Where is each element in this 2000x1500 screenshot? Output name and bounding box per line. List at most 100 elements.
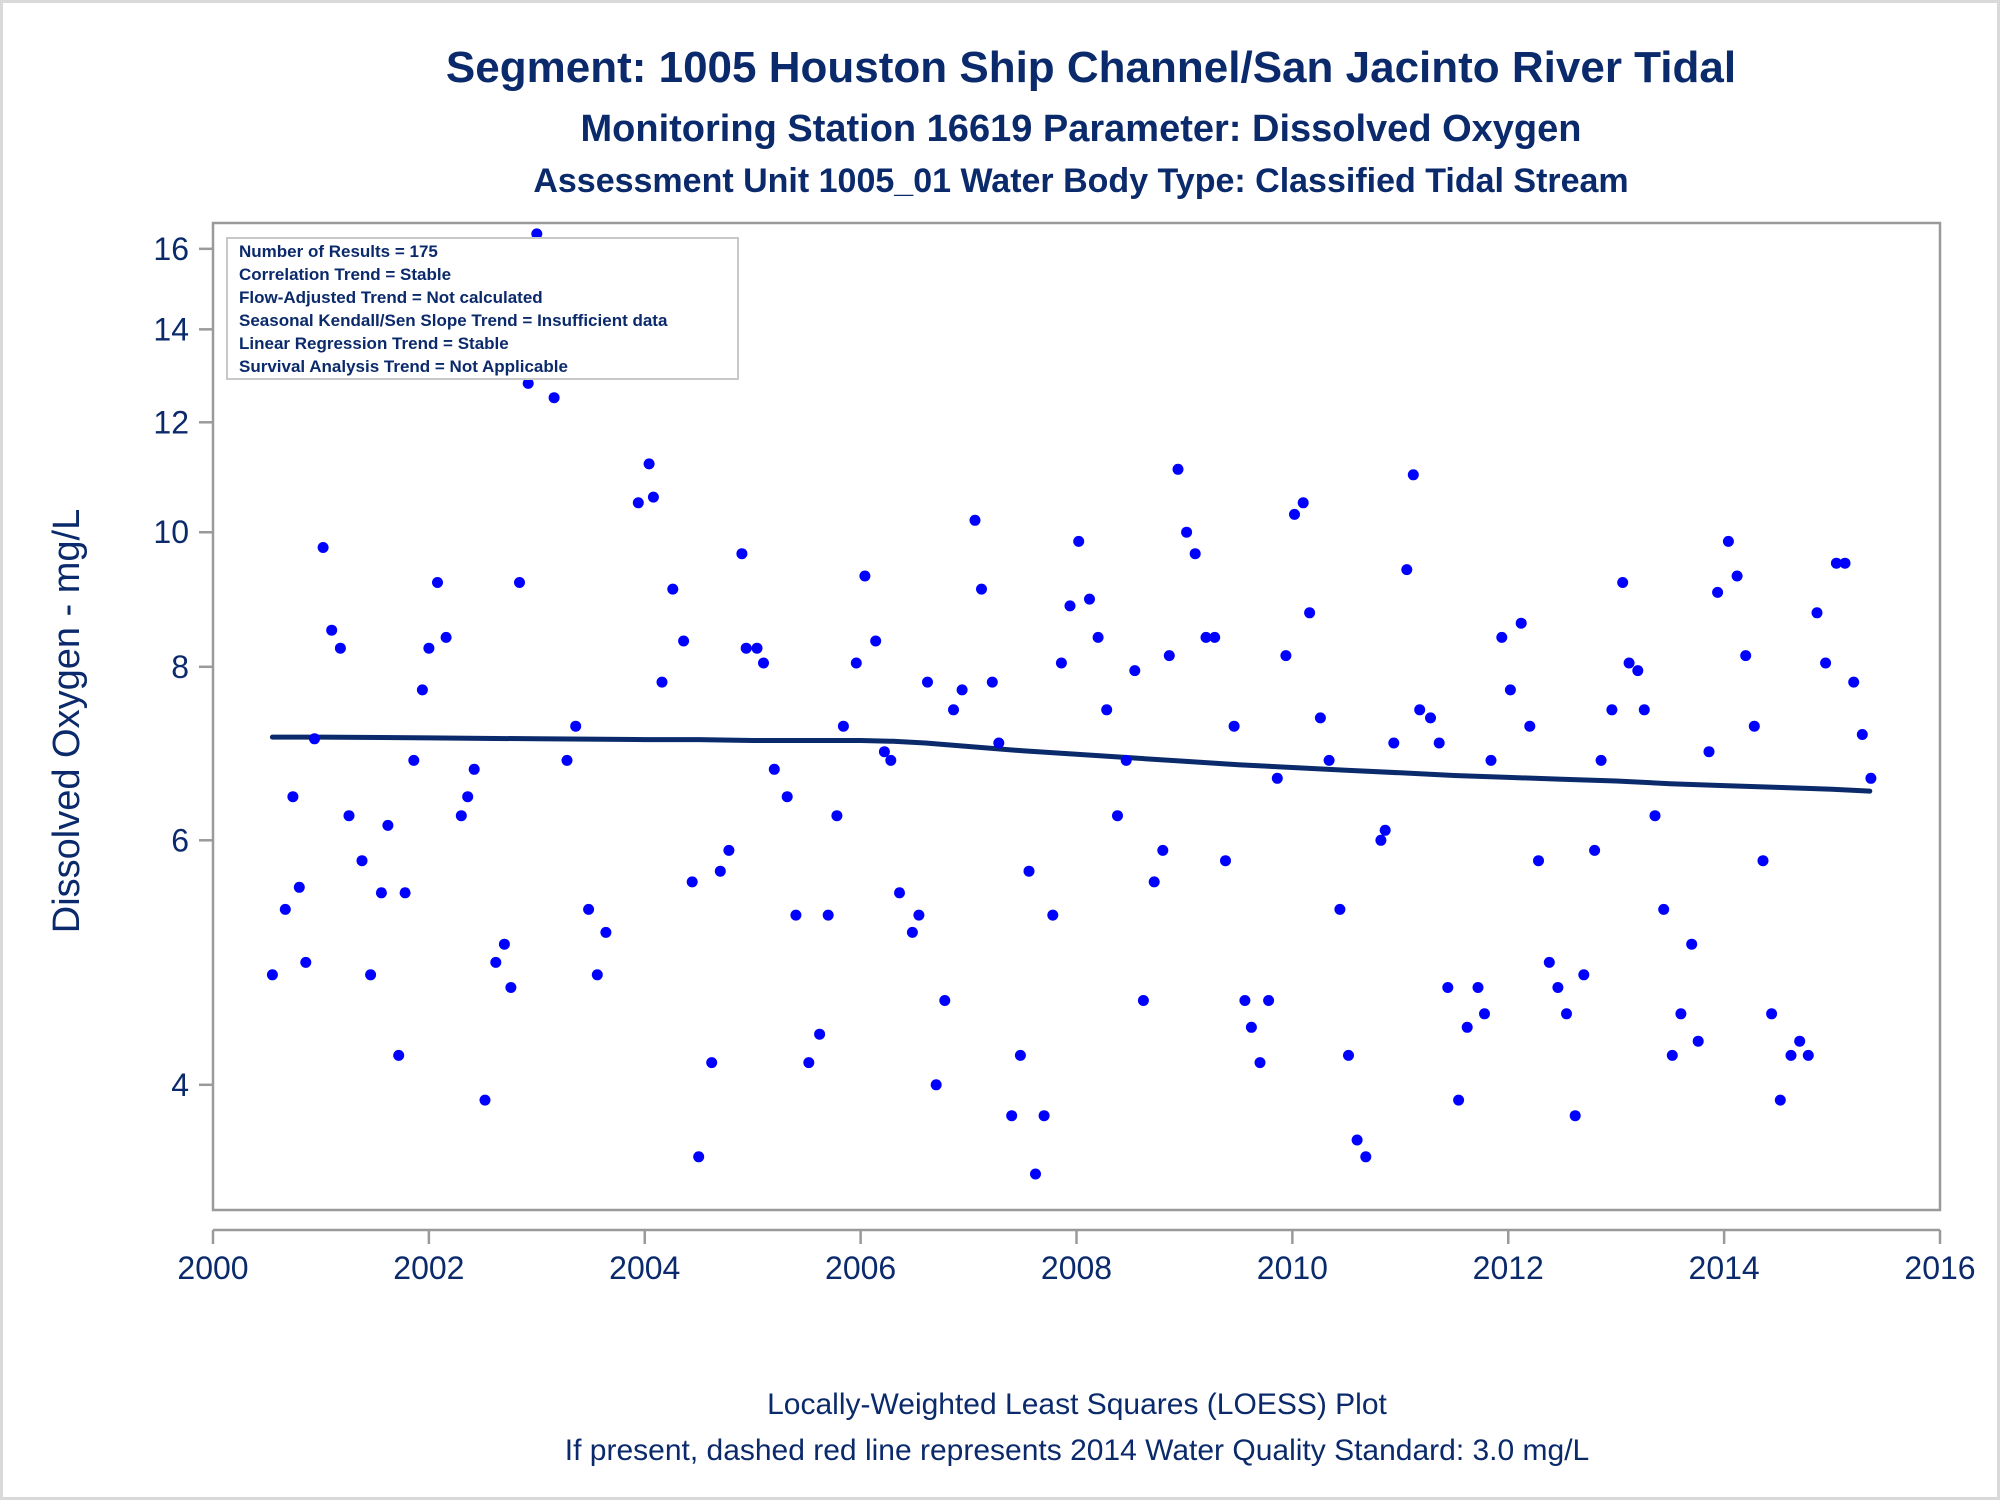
x-tick-label-2006: 2006	[825, 1250, 896, 1286]
data-point	[1757, 855, 1769, 867]
data-point	[976, 583, 987, 595]
data-point	[667, 583, 679, 595]
data-point	[317, 542, 329, 553]
data-point	[455, 810, 467, 822]
data-point	[1748, 720, 1760, 732]
data-point	[1414, 704, 1426, 716]
data-point	[758, 657, 769, 669]
data-point	[1239, 995, 1251, 1006]
chart-canvas: Segment: 1005 Houston Ship Channel/San J…	[46, 43, 1976, 1467]
data-point	[399, 887, 411, 899]
data-point	[1064, 600, 1076, 612]
chart-title: Segment: 1005 Houston Ship Channel/San J…	[446, 43, 1736, 92]
stats-line-seasonal-kendall: Seasonal Kendall/Sen Slope Trend = Insuf…	[239, 311, 668, 330]
x-tick-label-2004: 2004	[609, 1250, 680, 1286]
data-point	[1014, 1049, 1026, 1061]
data-point	[930, 1079, 942, 1091]
data-point	[1811, 607, 1823, 619]
stats-line-linear-regression: Linear Regression Trend = Stable	[239, 334, 509, 353]
data-point	[1073, 535, 1085, 547]
data-point	[1839, 557, 1851, 569]
data-point	[1496, 631, 1508, 643]
data-point	[1129, 665, 1141, 677]
data-point	[1561, 1008, 1572, 1020]
data-point	[837, 720, 849, 732]
data-point	[803, 1057, 815, 1069]
data-point	[1055, 657, 1067, 669]
data-point	[326, 624, 338, 636]
data-point	[948, 704, 959, 716]
y-tick-label-8: 8	[171, 649, 189, 685]
data-point	[1533, 855, 1544, 867]
x-tick-label-2002: 2002	[393, 1250, 464, 1286]
data-point	[1254, 1057, 1266, 1069]
data-point	[906, 926, 918, 938]
x-axis: 2000 2002 2004 2006 2008 2010 2012 2014 2016	[177, 1228, 1976, 1286]
data-point	[1157, 844, 1169, 856]
data-point	[600, 926, 612, 938]
loess-trend-line	[269, 734, 1873, 794]
data-point	[1504, 684, 1516, 696]
data-point	[375, 887, 387, 899]
data-point	[678, 635, 690, 647]
data-point	[632, 497, 644, 509]
data-point	[300, 956, 312, 968]
data-point	[1569, 1110, 1581, 1122]
data-point	[1084, 593, 1095, 605]
data-point	[1314, 712, 1326, 724]
data-point	[356, 855, 368, 867]
data-point	[969, 514, 981, 526]
data-point	[393, 1049, 405, 1061]
data-point	[706, 1057, 718, 1069]
data-point	[514, 577, 525, 588]
stats-box-frame	[226, 237, 739, 380]
stats-line-correlation: Correlation Trend = Stable	[239, 265, 451, 284]
data-point	[1658, 903, 1670, 915]
data-point	[1589, 844, 1601, 856]
y-tick-label-10: 10	[153, 514, 189, 550]
data-point	[939, 995, 951, 1006]
data-point	[656, 676, 668, 688]
data-point	[822, 909, 834, 921]
data-point	[522, 377, 534, 389]
data-point	[505, 982, 517, 993]
data-point	[1433, 737, 1445, 749]
data-point	[1623, 657, 1635, 669]
data-point	[790, 909, 802, 921]
data-point	[1172, 463, 1184, 475]
data-point	[1703, 746, 1715, 758]
data-point	[266, 969, 278, 981]
data-point	[993, 737, 1005, 749]
data-point	[956, 684, 968, 696]
data-point	[814, 1028, 826, 1040]
data-point	[1442, 982, 1454, 993]
data-point	[1712, 586, 1724, 598]
data-point	[1638, 704, 1650, 716]
data-point	[1848, 676, 1860, 688]
data-point	[1485, 754, 1497, 766]
data-point	[1360, 1151, 1372, 1163]
stats-line-results: Number of Results = 175	[239, 242, 438, 261]
data-point	[1632, 665, 1644, 677]
data-point	[768, 763, 780, 775]
y-tick-label-12: 12	[153, 404, 189, 440]
data-point	[850, 657, 862, 669]
data-point	[1524, 720, 1536, 732]
data-point	[1334, 903, 1346, 915]
data-point	[1280, 650, 1292, 662]
y-axis: 4 6 8 10 12 14 16	[153, 231, 213, 1103]
plot-area-frame	[211, 221, 1942, 1212]
data-point	[1461, 1021, 1473, 1033]
data-point	[1289, 508, 1300, 520]
data-point	[561, 754, 573, 766]
data-point	[1740, 650, 1752, 662]
data-point	[693, 1151, 705, 1163]
data-point	[1245, 1021, 1257, 1033]
data-point	[1271, 772, 1283, 784]
data-point	[736, 548, 748, 560]
data-point	[1692, 1035, 1704, 1047]
data-point	[1023, 865, 1035, 877]
data-point	[922, 676, 933, 688]
data-point	[293, 881, 305, 893]
